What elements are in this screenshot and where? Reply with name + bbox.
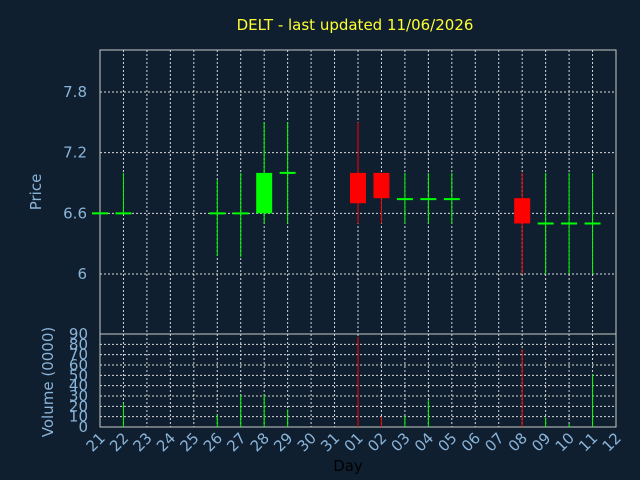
volume-tick-label: 70: [69, 346, 88, 364]
candle-26: [209, 179, 226, 256]
x-tick-label: 03: [388, 429, 414, 455]
x-tick-label: 05: [434, 429, 460, 455]
x-axis-ticks: 2122232425262728293031010203040506070809…: [83, 429, 625, 455]
candle-29: [279, 122, 296, 224]
x-tick-label: 31: [317, 429, 343, 455]
volume-tick-label: 30: [69, 387, 88, 405]
price-tick-label: 6.6: [63, 204, 87, 222]
x-tick-label: 22: [106, 429, 132, 455]
x-axis-label: Day: [333, 457, 363, 475]
x-tick-label: 26: [200, 429, 226, 455]
volume-tick-label: 60: [69, 356, 88, 374]
x-tick-label: 23: [130, 429, 156, 455]
candle-01: [350, 122, 366, 224]
volume-axis-label: Volume (0000): [39, 327, 57, 437]
candle-03: [396, 172, 413, 224]
candle-27: [232, 172, 249, 257]
x-tick-label: 07: [481, 429, 507, 455]
x-tick-label: 01: [341, 429, 367, 455]
x-tick-label: 12: [599, 429, 625, 455]
price-tick-label: 7.2: [63, 144, 87, 162]
volume-bars: [122, 337, 594, 427]
volume-tick-label: 40: [69, 377, 88, 395]
x-tick-label: 08: [505, 429, 531, 455]
price-panel: 6 6.6 7.2 7.8 Price: [27, 49, 617, 335]
candle-08: [514, 172, 531, 274]
price-tick-label: 6: [77, 265, 87, 283]
volume-tick-label: 0: [78, 418, 88, 436]
x-tick-label: 29: [270, 429, 296, 455]
x-tick-label: 27: [223, 429, 249, 455]
x-tick-label: 09: [528, 429, 554, 455]
candle-10: [561, 172, 578, 274]
x-tick-label: 24: [153, 429, 179, 455]
price-y-ticks: 6 6.6 7.2 7.8: [63, 83, 87, 283]
candle-11: [584, 172, 601, 274]
volume-tick-label: 80: [69, 335, 88, 353]
candle-22: [115, 172, 132, 215]
volume-tick-label: 10: [69, 408, 88, 426]
x-tick-label: 02: [364, 429, 390, 455]
candle-09: [537, 172, 554, 274]
x-tick-label: 30: [294, 429, 320, 455]
price-tick-label: 7.8: [63, 83, 87, 101]
x-tick-label: 04: [411, 429, 437, 455]
candle-body: [514, 198, 531, 224]
candle-body: [350, 172, 366, 204]
candle-28: [256, 122, 273, 224]
candle-02: [373, 172, 390, 224]
volume-tick-label: 90: [69, 325, 88, 343]
candle-body: [373, 172, 390, 199]
candles: [92, 122, 601, 274]
candle-05: [443, 172, 460, 224]
x-tick-label: 11: [575, 429, 601, 455]
x-tick-label: 06: [458, 429, 484, 455]
volume-tick-label: 20: [69, 397, 88, 415]
price-axis-label: Price: [27, 174, 45, 211]
x-tick-label: 10: [552, 429, 578, 455]
volume-tick-label: 50: [69, 366, 88, 384]
chart-title: DELT - last updated 11/06/2026: [237, 16, 474, 34]
candle-body: [256, 172, 273, 214]
x-tick-label: 25: [176, 429, 202, 455]
x-tick-label: 28: [247, 429, 273, 455]
candle-04: [420, 172, 437, 224]
